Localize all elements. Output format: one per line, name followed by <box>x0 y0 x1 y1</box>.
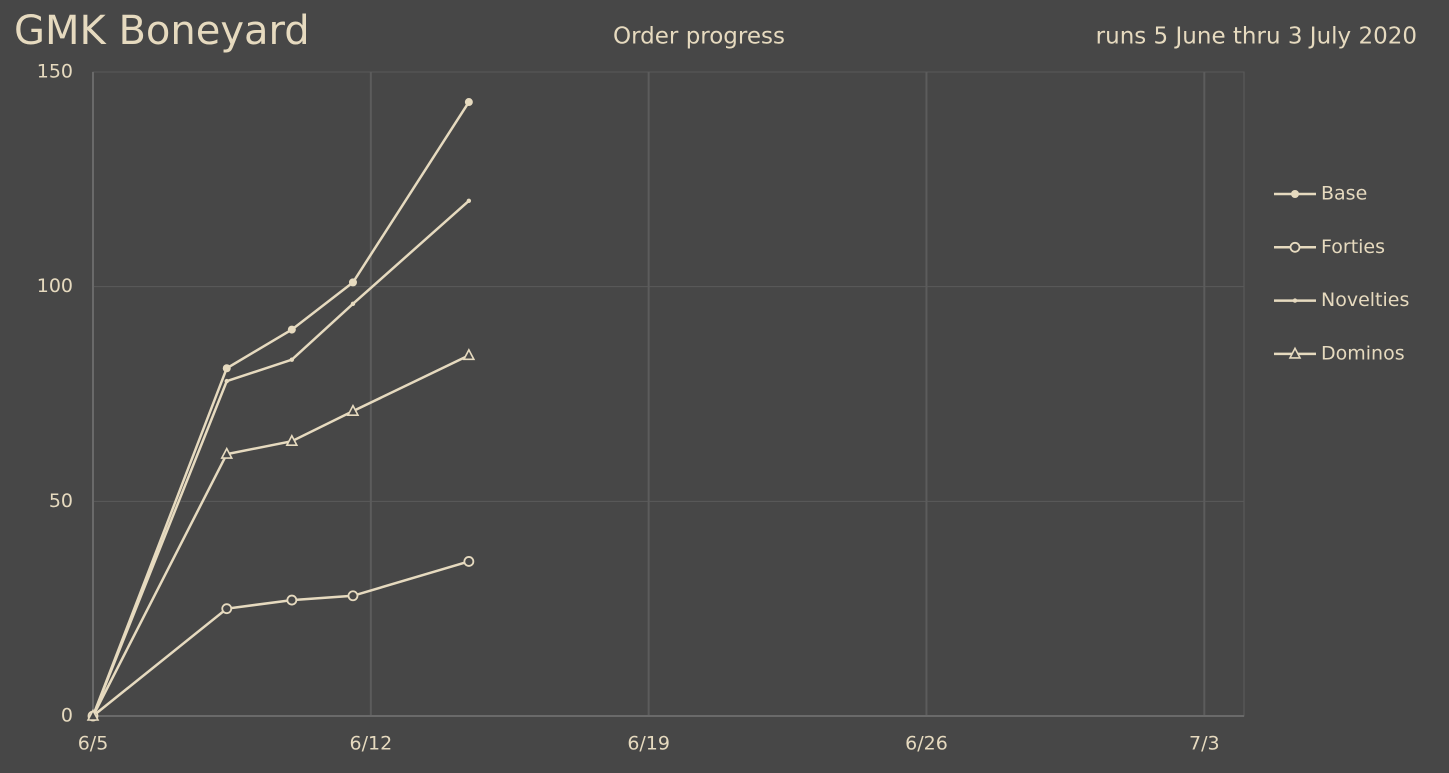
legend-label: Novelties <box>1321 289 1409 311</box>
legend-marker <box>1289 241 1301 253</box>
data-point <box>464 98 473 107</box>
data-point <box>220 446 234 459</box>
x-tick-label: 6/12 <box>349 733 392 755</box>
legend-marker <box>1288 346 1302 359</box>
legend-label: Dominos <box>1321 342 1405 364</box>
x-tick-label: 6/5 <box>78 733 109 755</box>
data-point <box>289 357 295 362</box>
y-tick-label: 100 <box>37 275 73 297</box>
x-tick-label: 7/3 <box>1189 733 1220 755</box>
data-point <box>285 434 299 447</box>
data-point <box>463 556 475 567</box>
data-point <box>350 301 356 307</box>
data-point <box>222 364 231 373</box>
legend-label: Base <box>1321 183 1367 205</box>
legend-marker <box>1291 190 1299 198</box>
data-point <box>86 708 100 721</box>
data-point <box>221 603 233 615</box>
data-point <box>287 325 296 334</box>
data-point <box>346 403 360 416</box>
data-point <box>286 594 298 606</box>
y-tick-label: 0 <box>61 705 73 727</box>
x-tick-label: 6/19 <box>627 733 670 755</box>
chart-subtitle: Order progress <box>613 24 785 50</box>
x-tick-label: 6/26 <box>905 733 948 755</box>
legend-marker <box>1292 298 1298 303</box>
chart-title: GMK Boneyard <box>14 8 310 54</box>
legend-label: Forties <box>1321 236 1385 258</box>
data-point <box>347 590 359 602</box>
y-tick-label: 150 <box>37 61 73 83</box>
y-tick-label: 50 <box>49 490 73 512</box>
data-point <box>462 348 476 361</box>
annotation: runs 5 June thru 3 July 2020 <box>1096 24 1417 50</box>
data-point <box>348 278 357 287</box>
data-point <box>466 198 472 203</box>
data-point <box>224 378 229 384</box>
